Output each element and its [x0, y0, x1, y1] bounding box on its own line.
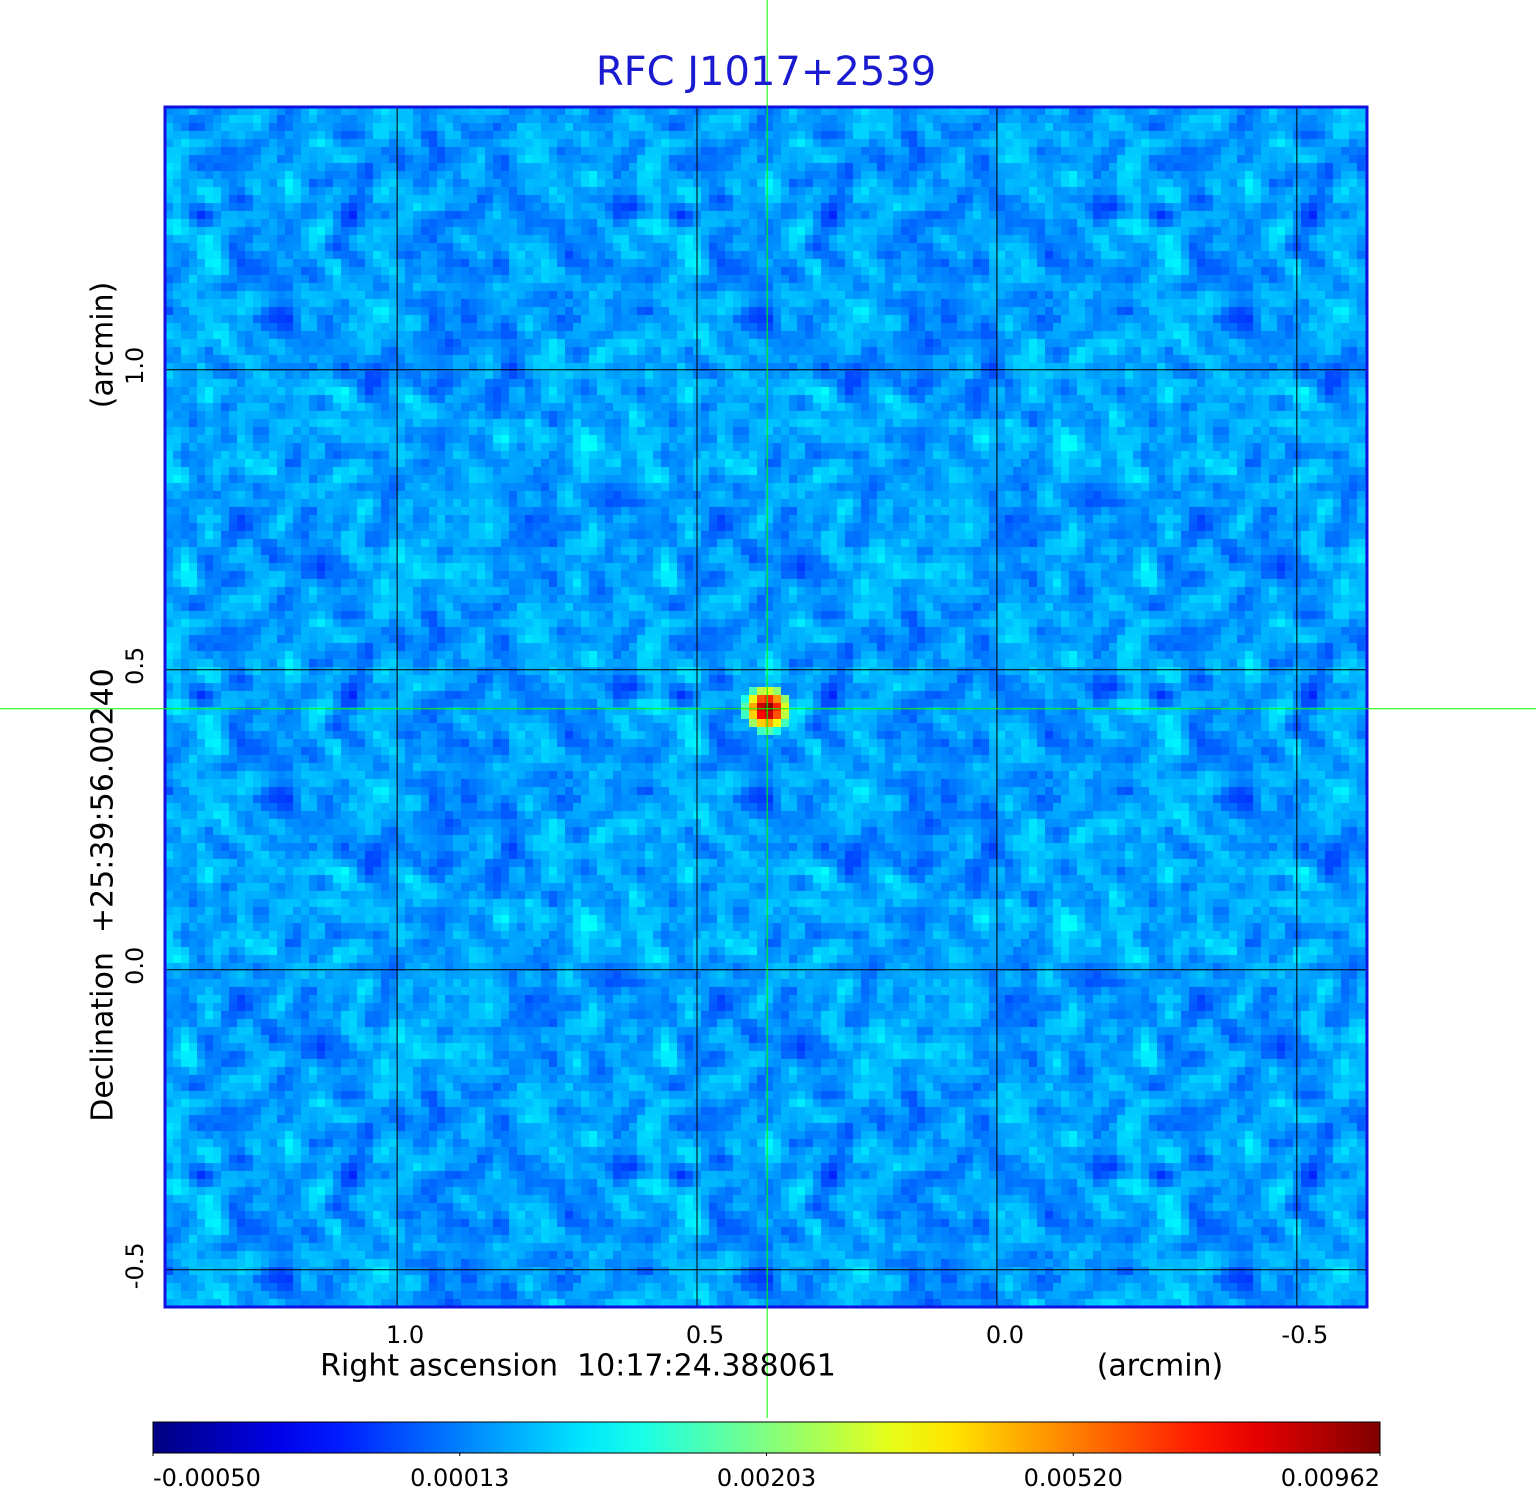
- source-cell: [757, 727, 765, 735]
- source-cell: [773, 719, 781, 727]
- source-cell: [773, 695, 781, 703]
- source-peak: [757, 703, 765, 711]
- x-tick-label: 0.5: [686, 1321, 724, 1349]
- source-cell: [765, 719, 773, 727]
- source-cell: [741, 695, 749, 703]
- x-axis-unit: (arcmin): [1097, 1349, 1224, 1384]
- source-cell: [765, 711, 773, 719]
- colorbar-tick-label: 0.00520: [1024, 1464, 1123, 1492]
- y-tick-label: -0.5: [121, 1242, 149, 1289]
- colorbar-tick-label: 0.00013: [410, 1464, 509, 1492]
- source-cell: [749, 711, 757, 719]
- source-cell: [749, 703, 757, 711]
- source-cell: [773, 703, 781, 711]
- y-axis-label: Declination +25:39:56.00240: [86, 668, 121, 1122]
- source-cell: [765, 727, 773, 735]
- colorbar: [152, 1421, 1381, 1454]
- source-cell: [781, 695, 789, 703]
- source-cell: [749, 687, 757, 695]
- source-cell: [781, 711, 789, 719]
- source-cell: [773, 727, 781, 735]
- source-cell: [781, 703, 789, 711]
- plot-area: [165, 107, 1367, 1307]
- source-cell: [741, 703, 749, 711]
- x-tick-label: 1.0: [386, 1321, 424, 1349]
- source-cell: [765, 695, 773, 703]
- colorbar-tick-label: 0.00203: [717, 1464, 816, 1492]
- y-axis-unit: (arcmin): [86, 282, 121, 409]
- chart-title: RFC J1017+2539: [596, 49, 936, 95]
- x-axis-label: Right ascension 10:17:24.388061: [320, 1349, 836, 1384]
- source-cell: [749, 695, 757, 703]
- source-cell: [741, 711, 749, 719]
- source-cell: [757, 719, 765, 727]
- x-tick-label: -0.5: [1281, 1321, 1328, 1349]
- source-cell: [757, 687, 765, 695]
- source-cell: [781, 719, 789, 727]
- source-cell: [773, 711, 781, 719]
- colorbar-tick-label: 0.00962: [1281, 1464, 1380, 1492]
- y-tick-label: 0.5: [121, 647, 149, 685]
- source-cell: [765, 703, 773, 711]
- source-cell: [765, 687, 773, 695]
- colorbar-tick-label: -0.00050: [153, 1464, 261, 1492]
- y-tick-label: 1.0: [121, 347, 149, 385]
- source-cell: [757, 695, 765, 703]
- y-tick-label: 0.0: [121, 947, 149, 985]
- x-tick-label: 0.0: [986, 1321, 1024, 1349]
- plot-frame: [163, 105, 1369, 1309]
- source-cell: [749, 719, 757, 727]
- source-cell: [757, 711, 765, 719]
- source-cell: [773, 687, 781, 695]
